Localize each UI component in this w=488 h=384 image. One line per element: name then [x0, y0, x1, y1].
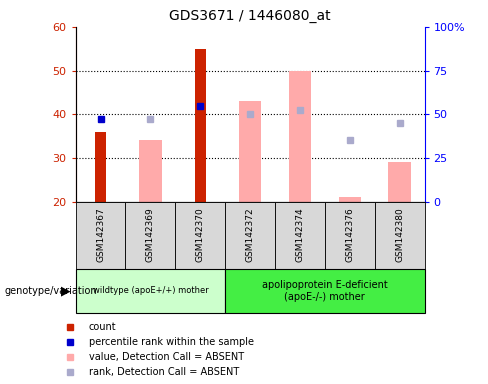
Text: percentile rank within the sample: percentile rank within the sample — [89, 337, 254, 347]
Bar — [339, 197, 361, 202]
Bar — [239, 101, 261, 202]
Text: GSM142369: GSM142369 — [146, 207, 155, 262]
Bar — [125, 202, 175, 269]
Text: wildtype (apoE+/+) mother: wildtype (apoE+/+) mother — [93, 286, 208, 295]
Bar — [375, 202, 425, 269]
Text: GSM142380: GSM142380 — [395, 207, 404, 262]
Bar — [95, 132, 106, 202]
Title: GDS3671 / 1446080_at: GDS3671 / 1446080_at — [169, 9, 331, 23]
Text: value, Detection Call = ABSENT: value, Detection Call = ABSENT — [89, 352, 244, 362]
Text: GSM142372: GSM142372 — [245, 207, 255, 262]
Bar — [325, 202, 375, 269]
Bar — [139, 141, 162, 202]
Text: GSM142374: GSM142374 — [295, 207, 305, 262]
Text: genotype/variation: genotype/variation — [5, 286, 98, 296]
Text: GSM142367: GSM142367 — [96, 207, 105, 262]
Text: rank, Detection Call = ABSENT: rank, Detection Call = ABSENT — [89, 367, 239, 377]
Bar — [76, 269, 225, 313]
Text: count: count — [89, 322, 116, 332]
Bar — [289, 71, 311, 202]
Bar — [275, 202, 325, 269]
Text: ▶: ▶ — [61, 285, 71, 297]
Bar — [225, 202, 275, 269]
Bar — [195, 49, 206, 202]
Bar — [76, 202, 125, 269]
Bar — [388, 162, 411, 202]
Text: GSM142370: GSM142370 — [196, 207, 205, 262]
Bar — [175, 202, 225, 269]
Bar — [225, 269, 425, 313]
Text: apolipoprotein E-deficient
(apoE-/-) mother: apolipoprotein E-deficient (apoE-/-) mot… — [262, 280, 388, 302]
Text: GSM142376: GSM142376 — [346, 207, 354, 262]
